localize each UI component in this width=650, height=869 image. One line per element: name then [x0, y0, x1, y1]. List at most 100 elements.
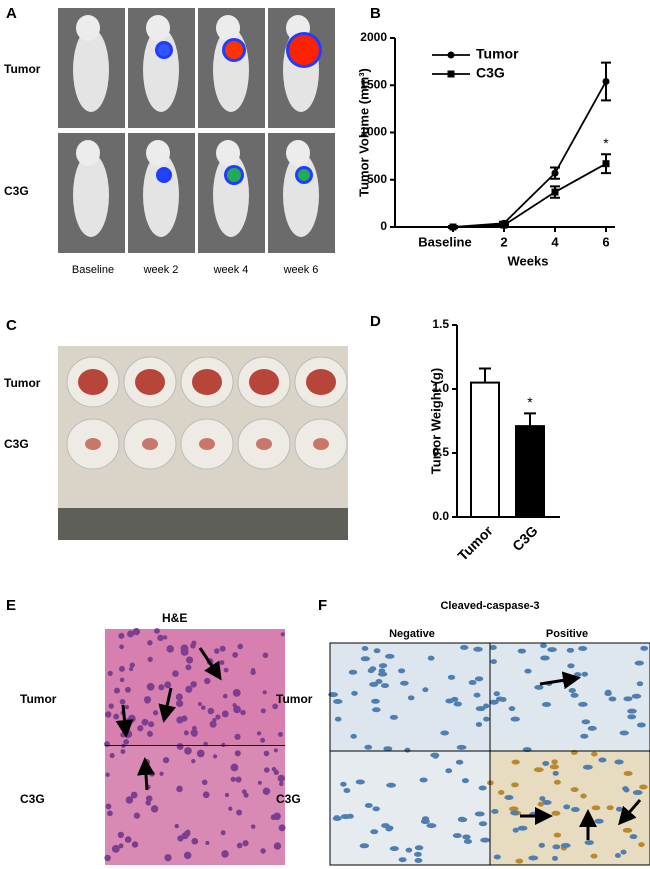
- nucleus: [473, 646, 483, 652]
- nucleus: [175, 693, 183, 701]
- nucleus: [159, 771, 164, 776]
- nucleus: [108, 703, 114, 709]
- nucleus: [404, 747, 411, 753]
- nucleus: [125, 686, 131, 693]
- nucleus: [463, 838, 473, 844]
- legend-label: C3G: [476, 65, 505, 81]
- tumor: [199, 438, 215, 450]
- nucleus: [578, 645, 588, 651]
- x-axis-label: Weeks: [508, 253, 549, 268]
- nucleus: [355, 779, 365, 785]
- nucleus: [634, 660, 644, 666]
- nucleus: [478, 785, 487, 791]
- error-bar: [479, 367, 491, 383]
- legend-label: Tumor: [476, 46, 519, 62]
- nucleus: [491, 808, 499, 814]
- nucleus: [509, 806, 519, 812]
- nucleus: [176, 743, 184, 750]
- nucleus: [190, 681, 197, 688]
- nucleus: [230, 776, 236, 782]
- nucleus: [540, 655, 550, 661]
- nucleus: [623, 787, 630, 793]
- mouse: [143, 28, 179, 112]
- nucleus: [125, 796, 134, 804]
- nucleus: [475, 721, 483, 727]
- nucleus: [202, 791, 210, 799]
- nucleus: [262, 652, 269, 659]
- nucleus: [148, 721, 155, 728]
- nucleus: [333, 699, 343, 705]
- nucleus: [538, 842, 546, 848]
- nucleus: [150, 805, 159, 813]
- nucleus: [499, 696, 507, 702]
- nucleus: [163, 635, 168, 640]
- nucleus: [219, 660, 225, 666]
- nucleus: [236, 809, 243, 816]
- row-label: Tumor: [276, 692, 313, 706]
- nucleus: [551, 855, 559, 861]
- nucleus: [587, 725, 597, 731]
- nucleus: [632, 790, 643, 796]
- nucleus: [343, 788, 351, 794]
- mouse-head: [76, 140, 100, 166]
- y-axis-label: Tumor Weight (g): [428, 368, 443, 474]
- nucleus: [180, 644, 189, 653]
- nucleus: [512, 827, 519, 833]
- nucleus: [627, 714, 637, 720]
- nucleus: [594, 818, 604, 824]
- nucleus: [328, 692, 338, 698]
- nucleus: [109, 752, 115, 759]
- panel-label: D: [370, 313, 381, 330]
- nucleus: [129, 667, 134, 672]
- tumor: [306, 369, 336, 395]
- nucleus: [340, 781, 347, 787]
- nucleus: [279, 781, 284, 787]
- nucleus: [278, 824, 286, 832]
- x-tick-label: 2: [500, 234, 507, 249]
- nucleus: [620, 849, 627, 855]
- point: [602, 160, 610, 168]
- nucleus: [185, 656, 194, 664]
- nucleus: [119, 644, 124, 650]
- nucleus: [147, 640, 153, 646]
- nucleus: [542, 761, 550, 767]
- nucleus: [380, 683, 390, 689]
- mouse-head: [286, 140, 310, 166]
- nucleus: [400, 680, 409, 686]
- nucleus: [157, 634, 164, 642]
- nucleus: [113, 687, 120, 694]
- nucleus: [124, 704, 130, 710]
- nucleus: [570, 807, 580, 813]
- row-label: C3G: [276, 792, 301, 806]
- nucleus: [232, 703, 237, 708]
- legend-marker: [447, 70, 455, 78]
- mouse: [73, 28, 109, 112]
- nucleus: [145, 795, 153, 802]
- nucleus: [456, 744, 467, 750]
- row-label: C3G: [20, 792, 45, 806]
- nucleus: [205, 840, 210, 846]
- nucleus: [242, 840, 249, 847]
- nucleus: [590, 853, 598, 859]
- nucleus: [445, 768, 453, 774]
- nucleus: [332, 816, 342, 822]
- nucleus: [369, 666, 377, 672]
- nucleus: [552, 770, 559, 776]
- nucleus: [250, 824, 256, 829]
- nucleus: [185, 829, 191, 835]
- nucleus: [524, 668, 532, 674]
- nucleus: [573, 672, 582, 678]
- nucleus: [453, 701, 462, 707]
- x-tick-label: Tumor: [454, 522, 496, 564]
- nucleus: [146, 682, 155, 691]
- mouse-head: [146, 140, 170, 166]
- nucleus: [581, 719, 591, 725]
- signal: [225, 41, 243, 59]
- nucleus: [517, 648, 527, 654]
- nucleus: [220, 830, 226, 836]
- nucleus: [511, 782, 519, 788]
- y-axis-label: Tumor Volume (mm³): [356, 68, 371, 197]
- nucleus: [131, 841, 139, 848]
- nucleus: [235, 776, 242, 783]
- point: [602, 77, 610, 85]
